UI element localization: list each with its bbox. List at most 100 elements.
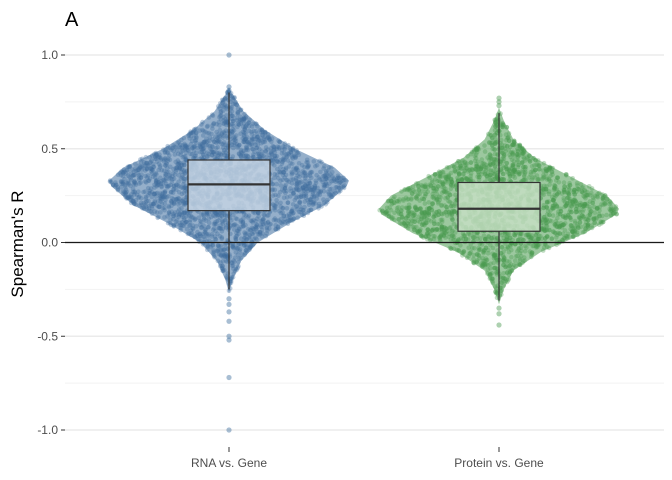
data-point (291, 210, 296, 216)
data-point (211, 213, 216, 218)
data-point (200, 133, 206, 138)
data-point (155, 182, 161, 187)
data-point (238, 236, 244, 241)
data-point (242, 236, 247, 241)
data-point (220, 100, 225, 106)
data-point (165, 158, 171, 163)
data-point (174, 196, 180, 202)
data-point (143, 194, 149, 200)
data-point (149, 158, 154, 163)
data-point (204, 140, 209, 145)
data-point (241, 134, 247, 139)
data-point (136, 195, 141, 200)
data-point (186, 145, 191, 150)
data-point (190, 223, 196, 228)
data-point (267, 222, 272, 227)
data-point (487, 152, 493, 157)
data-point (178, 227, 183, 233)
data-point (177, 165, 183, 170)
data-point (261, 217, 266, 222)
data-point (283, 190, 288, 196)
data-point (152, 198, 158, 204)
data-point (412, 227, 417, 232)
data-point (189, 214, 194, 220)
data-point (274, 181, 280, 187)
data-point (443, 209, 449, 215)
data-point (494, 157, 499, 162)
data-point (159, 183, 164, 189)
data-point (572, 218, 578, 224)
data-point (121, 191, 126, 196)
data-point (249, 129, 254, 135)
data-point (563, 172, 569, 177)
data-point (311, 199, 317, 204)
data-point (282, 145, 288, 150)
data-point (152, 200, 157, 205)
data-point (302, 199, 308, 204)
data-point (492, 147, 497, 152)
data-point (255, 151, 260, 157)
data-point (303, 195, 309, 200)
data-point (183, 197, 189, 203)
data-point (274, 146, 280, 152)
data-point (155, 155, 161, 160)
data-point (483, 167, 489, 173)
data-point (181, 200, 187, 205)
data-point (149, 167, 155, 173)
data-point (213, 146, 219, 151)
data-point (107, 178, 113, 183)
data-point (171, 186, 177, 192)
data-point (165, 143, 170, 149)
data-point (241, 223, 246, 229)
data-point (221, 147, 227, 153)
data-point (318, 188, 324, 194)
data-point (150, 167, 155, 173)
data-point (271, 144, 277, 150)
data-point (482, 149, 488, 154)
data-point (179, 185, 184, 190)
data-point (241, 121, 247, 126)
data-point (224, 254, 230, 260)
data-point (181, 185, 187, 190)
data-point (547, 182, 552, 187)
data-point (314, 172, 319, 178)
data-point (191, 127, 197, 133)
data-point (325, 197, 330, 203)
data-point (179, 162, 184, 168)
data-point (207, 138, 212, 144)
data-point (121, 167, 127, 173)
data-point (274, 197, 279, 203)
data-point (216, 104, 221, 109)
data-point (198, 231, 203, 237)
data-point (235, 111, 240, 116)
data-point (474, 252, 480, 257)
data-point (245, 139, 250, 145)
data-point (193, 130, 199, 136)
data-point (313, 178, 319, 184)
data-point (260, 129, 266, 135)
data-point (183, 157, 188, 162)
data-point (572, 192, 577, 197)
data-point (156, 214, 161, 220)
data-point (135, 167, 140, 172)
data-point (337, 175, 342, 181)
data-point (552, 222, 558, 227)
data-point (237, 142, 242, 148)
data-point (282, 146, 287, 152)
data-point (129, 167, 135, 172)
data-point (119, 181, 124, 186)
data-point (217, 101, 223, 106)
data-point (246, 226, 251, 232)
data-point (517, 231, 523, 236)
data-point (131, 199, 137, 204)
data-point (488, 261, 493, 267)
data-point (230, 101, 236, 107)
data-point (273, 192, 278, 198)
data-point (238, 242, 244, 247)
data-point (229, 109, 235, 114)
data-point (253, 142, 258, 147)
data-point (283, 182, 289, 188)
data-point (549, 236, 555, 241)
data-point (251, 236, 256, 242)
